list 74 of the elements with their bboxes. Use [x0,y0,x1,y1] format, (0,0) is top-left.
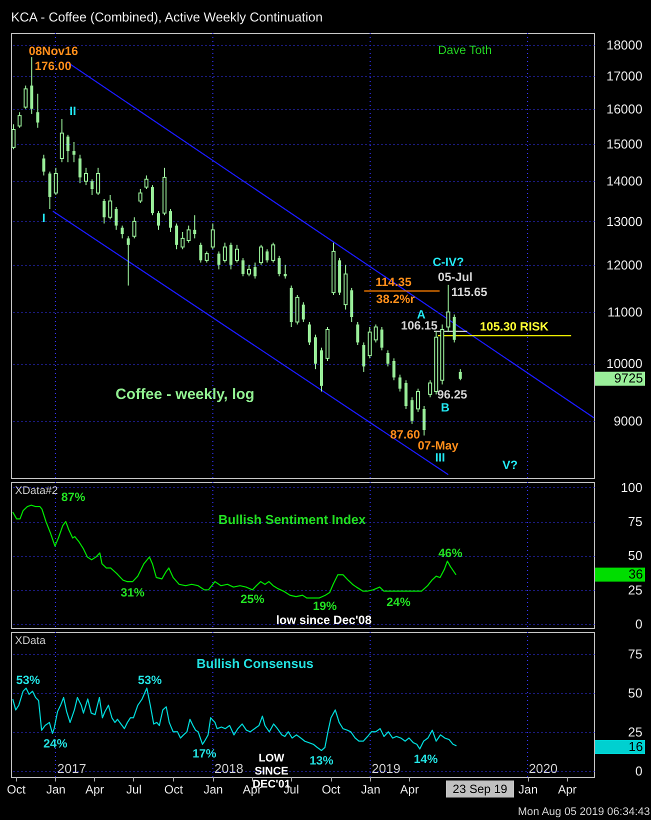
annotation: 25% [240,592,265,606]
x-tick-label: Oct [164,782,184,796]
x-tick-label: Apr [85,782,104,796]
y-tick-label: 25 [628,724,642,740]
annotation: 105.30 RISK [480,320,549,334]
annotation: 53% [16,673,40,688]
annotation: I [42,211,46,226]
annotation: 24% [43,736,68,750]
y-tick-label: 15000 [606,136,642,152]
annotation: 87.60 [390,428,420,442]
annotation: II [70,104,76,118]
annotation: B [440,400,450,414]
annotation: 38.2%r [376,292,416,306]
chart-title: XData#2 [15,485,58,497]
annotation: C-IV? [432,254,464,269]
y-tick-label: 18000 [606,37,642,52]
chart-title: XData [15,635,46,647]
annotation: 2017 [57,761,86,776]
y-tick-label: 50 [628,548,642,564]
annotation: 24% [386,595,411,610]
x-tick-label: Jan [518,782,538,796]
annotation: 87% [61,490,86,504]
y-tick-label: 0 [635,763,642,778]
chart-title: KCA - Coffee (Combined), Active Weekly Continuation [11,10,323,24]
annotation: III [435,450,446,465]
y-tick-label: 25 [628,582,642,598]
annotation: 46% [438,546,463,560]
annotation: 05-Jul [438,270,473,284]
x-tick-label: Oct [322,782,342,796]
annotation: 53% [138,673,162,688]
text: 23 Sep 19 [452,782,508,796]
x-tick-label: Jan [361,782,380,796]
text: 9725 [614,370,643,386]
annotation: 2020 [528,761,558,776]
annotation: 2019 [372,761,401,776]
y-tick-label: 17000 [606,68,642,84]
x-tick-label: Jan [204,782,223,796]
annotation: 13% [309,753,334,768]
annotation: 07-May [418,438,459,453]
y-tick-label: 75 [628,514,642,530]
x-tick-label: Oct [6,782,26,796]
y-tick-label: 14000 [606,174,642,189]
text: 16 [628,739,643,754]
y-tick-label: 11000 [607,304,642,320]
annotation: 31% [120,586,145,600]
annotation: Bullish Consensus [196,656,314,671]
annotation: low since Dec'08 [276,612,372,627]
y-tick-label: 0 [635,616,642,632]
annotation: Bullish Sentiment Index [218,512,366,527]
annotation: Coffee - weekly, log [116,386,254,403]
y-tick-label: 12000 [606,257,642,272]
annotation: 2018 [214,761,244,776]
y-tick-label: 10000 [606,356,642,372]
x-tick-label: Apr [400,782,419,796]
annotation: 176.00 [34,59,72,74]
annotation: Dave Toth [438,43,492,57]
y-tick-label: 100 [620,480,642,495]
y-tick-label: 16000 [606,101,642,116]
annotation: V? [502,458,518,472]
y-tick-label: 9000 [614,413,642,428]
x-tick-label: Apr [558,782,577,796]
y-tick-label: 75 [628,646,642,662]
x-tick-label: Jul [126,782,142,796]
annotation: 17% [192,746,217,760]
annotation: 08Nov16 [28,44,78,58]
y-tick-label: 13000 [606,214,642,229]
x-tick-label: Jan [46,782,66,796]
y-tick-label: 50 [628,685,642,700]
annotation: 96.25 [437,387,468,402]
annotation: 115.65 [451,284,488,299]
text: Mon Aug 05 2019 06:34:43 [518,806,650,818]
text: 36 [628,566,643,582]
annotation: 14% [414,752,438,766]
annotation: 19% [312,598,338,613]
